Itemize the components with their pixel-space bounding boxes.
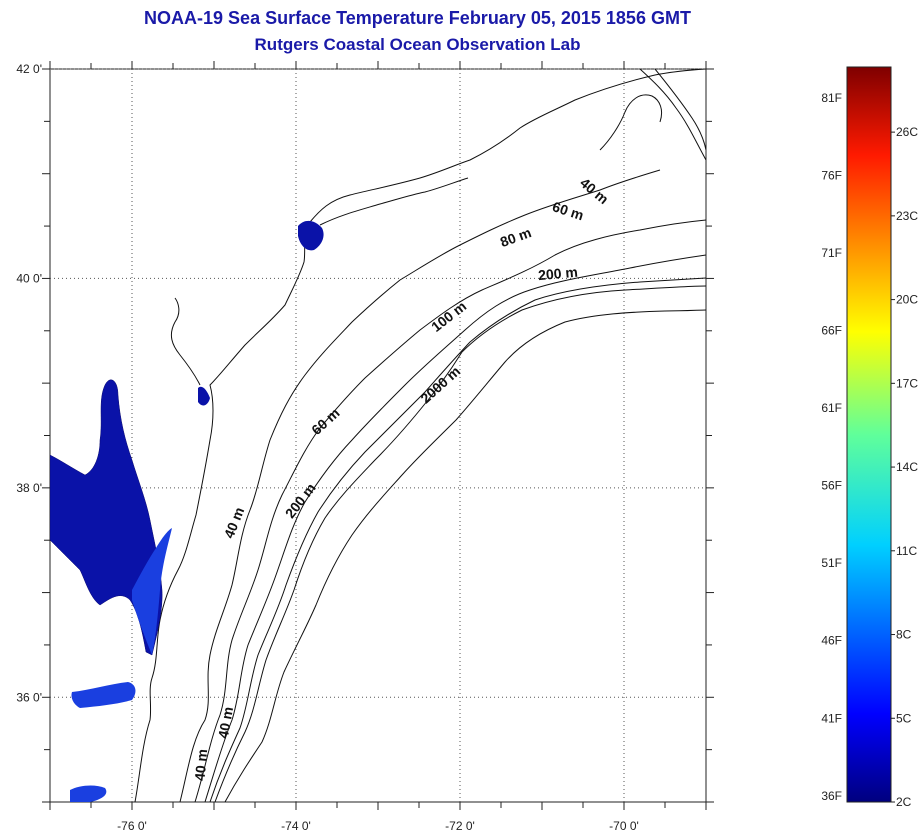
colorbar-f-label: 61F xyxy=(821,401,842,415)
cape-cod xyxy=(599,94,663,151)
latitude-tick-label: 38 0' xyxy=(16,481,42,495)
colorbar-f-label: 71F xyxy=(821,246,842,260)
colorbar-c-label: 14C xyxy=(896,460,918,474)
raritan-bay xyxy=(298,220,324,251)
latitude-tick-label: 40 0' xyxy=(16,271,42,285)
map-title: NOAA-19 Sea Surface Temperature February… xyxy=(144,8,691,28)
colorbar-f-label: 81F xyxy=(821,91,842,105)
depth-200m xyxy=(214,285,706,802)
depth-100m xyxy=(209,277,706,802)
longitude-tick-labels: -76 0' -74 0' -72 0' -70 0' xyxy=(117,819,639,832)
contour-label: 40 m xyxy=(191,748,210,781)
sst-water xyxy=(50,220,324,802)
colorbar-f-label: 36F xyxy=(821,789,842,803)
depth-80m xyxy=(204,254,706,802)
delaware-bay-water xyxy=(198,386,210,406)
sst-colorbar xyxy=(846,66,892,803)
colorbar-celsius-labels: 26C 23C 20C 17C 14C 11C 8C 5C 2C xyxy=(891,125,918,809)
colorbar-c-label: 8C xyxy=(896,628,912,642)
colorbar-c-label: 2C xyxy=(896,795,912,809)
graticule xyxy=(42,61,714,810)
colorbar-f-label: 41F xyxy=(821,711,842,725)
albemarle xyxy=(70,785,107,802)
long-island xyxy=(319,177,469,226)
colorbar-fahrenheit-labels: 81F 76F 71F 66F 61F 56F 51F 46F 41F 36F xyxy=(821,91,842,803)
colorbar-f-label: 56F xyxy=(821,479,842,493)
latitude-tick-label: 42 0' xyxy=(16,62,42,76)
contour-label: 40 m xyxy=(215,705,236,739)
contour-lines xyxy=(134,69,706,802)
colorbar-c-label: 23C xyxy=(896,209,918,223)
pamlico-sound xyxy=(71,682,136,708)
longitude-tick-label: -76 0' xyxy=(117,819,147,832)
delaware-bay xyxy=(170,297,201,386)
longitude-tick-label: -72 0' xyxy=(445,819,475,832)
colorbar-c-label: 11C xyxy=(896,544,917,558)
latitude-tick-labels: 42 0' 40 0' 38 0' 36 0' xyxy=(16,62,42,704)
colorbar-c-label: 5C xyxy=(896,711,912,725)
colorbar-c-label: 20C xyxy=(896,293,918,307)
map-subtitle: Rutgers Coastal Ocean Observation Lab xyxy=(254,35,581,54)
contour-label: 200 m xyxy=(537,264,578,283)
longitude-tick-label: -74 0' xyxy=(281,819,311,832)
colorbar-c-label: 17C xyxy=(896,376,918,390)
map-frame xyxy=(49,68,707,803)
colorbar-f-label: 66F xyxy=(821,324,842,338)
depth-outer xyxy=(639,69,706,161)
depth-60m xyxy=(194,219,706,802)
depth-40m xyxy=(179,169,661,802)
depth-outer-2 xyxy=(654,69,706,151)
colorbar-f-label: 76F xyxy=(821,169,842,183)
colorbar-c-label: 26C xyxy=(896,125,918,139)
colorbar-f-label: 46F xyxy=(821,634,842,648)
colorbar-f-label: 51F xyxy=(821,556,842,570)
latitude-tick-label: 36 0' xyxy=(16,690,42,704)
longitude-tick-label: -70 0' xyxy=(609,819,639,832)
depth-2000m xyxy=(224,309,706,802)
coastline xyxy=(134,69,706,802)
bay-mouth xyxy=(132,528,172,655)
